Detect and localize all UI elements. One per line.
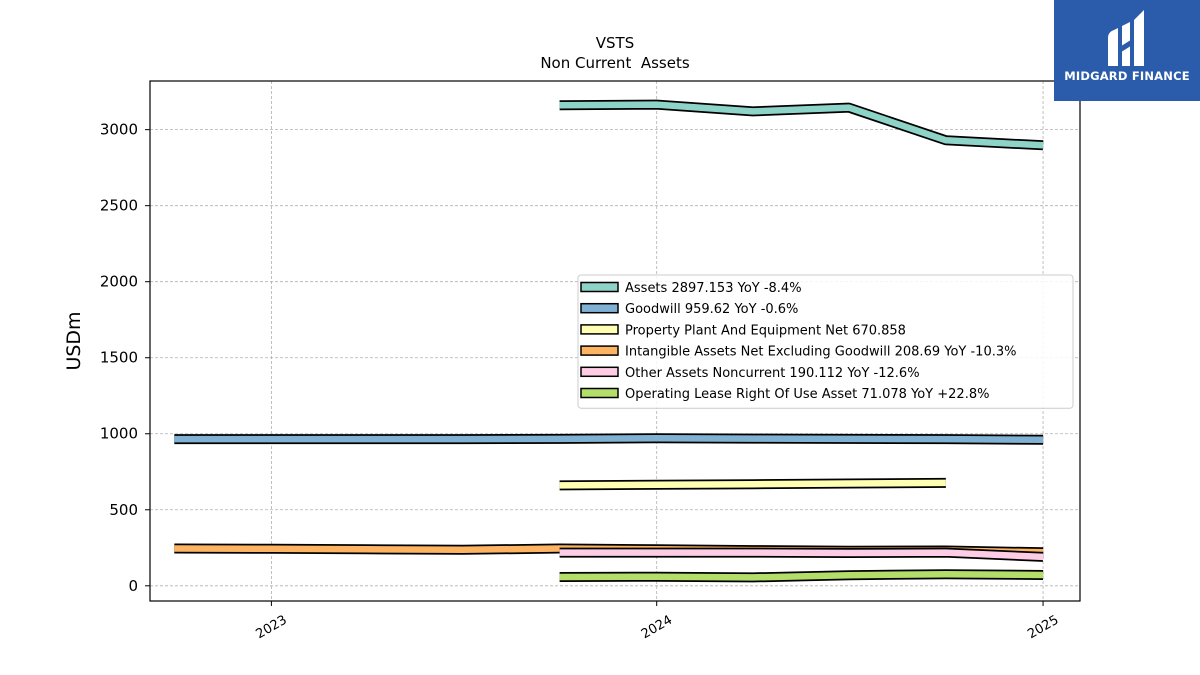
y-tick-label: 2000 bbox=[100, 273, 138, 291]
series-line bbox=[174, 435, 1044, 444]
y-tick-label: 2500 bbox=[100, 197, 138, 215]
legend-swatch bbox=[580, 324, 619, 335]
y-tick-label: 0 bbox=[128, 577, 138, 595]
legend-swatch bbox=[580, 387, 619, 399]
series-line bbox=[559, 479, 946, 489]
y-tick-label: 500 bbox=[109, 501, 138, 519]
y-tick-label: 3000 bbox=[100, 121, 138, 139]
legend-swatch bbox=[580, 345, 619, 356]
chart-subtitle: Non Current Assets bbox=[540, 54, 690, 72]
legend-label: Operating Lease Right Of Use Asset 71.07… bbox=[625, 387, 989, 402]
logo-text: MIDGARD FINANCE bbox=[1064, 69, 1190, 83]
brand-logo: MIDGARD FINANCE bbox=[1054, 0, 1200, 101]
legend: Assets 2897.153 YoY -8.4% Goodwill 959.62… bbox=[577, 274, 1074, 409]
y-tick-label: 1500 bbox=[100, 349, 138, 367]
series-layer bbox=[174, 99, 1044, 583]
legend-swatch bbox=[580, 281, 619, 293]
x-tick-label: 2024 bbox=[639, 613, 675, 643]
legend-label: Goodwill 959.62 YoY -0.6% bbox=[625, 302, 798, 317]
legend-label: Assets 2897.153 YoY -8.4% bbox=[625, 281, 802, 296]
legend-label: Intangible Assets Net Excluding Goodwill… bbox=[625, 345, 1016, 360]
legend-swatch bbox=[580, 366, 619, 378]
y-axis-label: USDm bbox=[63, 311, 85, 370]
legend-swatch bbox=[580, 302, 619, 314]
x-tick-label: 2023 bbox=[254, 613, 290, 643]
x-tick-label: 2025 bbox=[1025, 613, 1061, 643]
chart-title: VSTS bbox=[596, 34, 634, 52]
legend-label: Property Plant And Equipment Net 670.858 bbox=[625, 323, 906, 338]
series-line bbox=[559, 570, 1044, 581]
plot-frame bbox=[149, 80, 1081, 602]
legend-box bbox=[577, 274, 1074, 409]
y-tick-label: 1000 bbox=[100, 425, 138, 443]
series-line bbox=[559, 549, 1044, 561]
series-line bbox=[559, 101, 1044, 149]
logo-mark-icon bbox=[1108, 10, 1144, 66]
legend-label: Other Assets Noncurrent 190.112 YoY -12.… bbox=[625, 366, 920, 381]
